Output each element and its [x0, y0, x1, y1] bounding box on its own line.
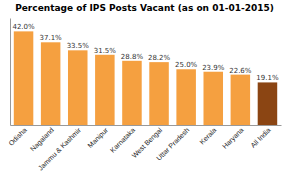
data-label: 25.0%	[175, 61, 198, 69]
bar	[68, 50, 88, 125]
x-tick: Odisha	[7, 126, 28, 147]
data-label: 37.1%	[40, 34, 63, 42]
bar	[95, 55, 115, 125]
plot: OdishaNagalandJammu & KashmirManipurKarn…	[7, 19, 281, 172]
chart: Percentage of IPS Posts Vacant (as on 01…	[0, 0, 289, 175]
x-tick: Haryana	[221, 126, 245, 150]
data-label: 28.8%	[121, 53, 144, 61]
x-tick: Nagaland	[29, 126, 56, 153]
bar	[231, 75, 251, 125]
data-label: 22.6%	[229, 67, 252, 75]
data-label: 23.9%	[202, 64, 225, 72]
bar	[41, 42, 61, 125]
x-tick-label: Uttar Pradesh	[155, 126, 191, 162]
bar	[122, 61, 142, 125]
x-tick-label: Haryana	[221, 126, 245, 150]
data-label: 42.0%	[12, 23, 35, 31]
x-tick-label: Nagaland	[29, 126, 56, 153]
x-tick: Manipur	[86, 126, 110, 150]
data-labels: 42.0% 37.1% 33.5% 31.5% 28.8% 28.2% 25.0% 23.9%…	[12, 23, 278, 82]
x-tick-label: Kerala	[198, 126, 217, 145]
bar	[149, 62, 169, 125]
x-tick: All India	[249, 126, 272, 149]
x-tick-label: Karnataka	[109, 126, 137, 154]
y-axis	[10, 19, 11, 126]
x-axis: OdishaNagalandJammu & KashmirManipurKarn…	[7, 126, 281, 172]
bar	[176, 69, 196, 125]
x-tick-label: All India	[249, 126, 272, 149]
bar	[203, 72, 223, 125]
title: Percentage of IPS Posts Vacant (as on 01…	[15, 3, 274, 13]
data-label: 28.2%	[148, 54, 171, 62]
data-label: 31.5%	[94, 47, 117, 55]
x-tick: Uttar Pradesh	[155, 126, 191, 162]
data-label: 33.5%	[67, 42, 90, 50]
data-label: 19.1%	[256, 74, 279, 82]
x-tick-label: Odisha	[7, 126, 28, 147]
x-tick: Karnataka	[109, 126, 137, 154]
x-tick: Kerala	[198, 126, 217, 145]
x-axis-line	[11, 125, 282, 126]
bars	[14, 31, 277, 125]
bar	[258, 82, 278, 125]
x-tick-label: Jammu & Kashmir	[37, 126, 83, 172]
y-axis-line	[10, 19, 11, 126]
x-tick: Jammu & Kashmir	[37, 126, 83, 172]
bar	[14, 31, 34, 125]
x-tick-label: Manipur	[86, 126, 110, 150]
